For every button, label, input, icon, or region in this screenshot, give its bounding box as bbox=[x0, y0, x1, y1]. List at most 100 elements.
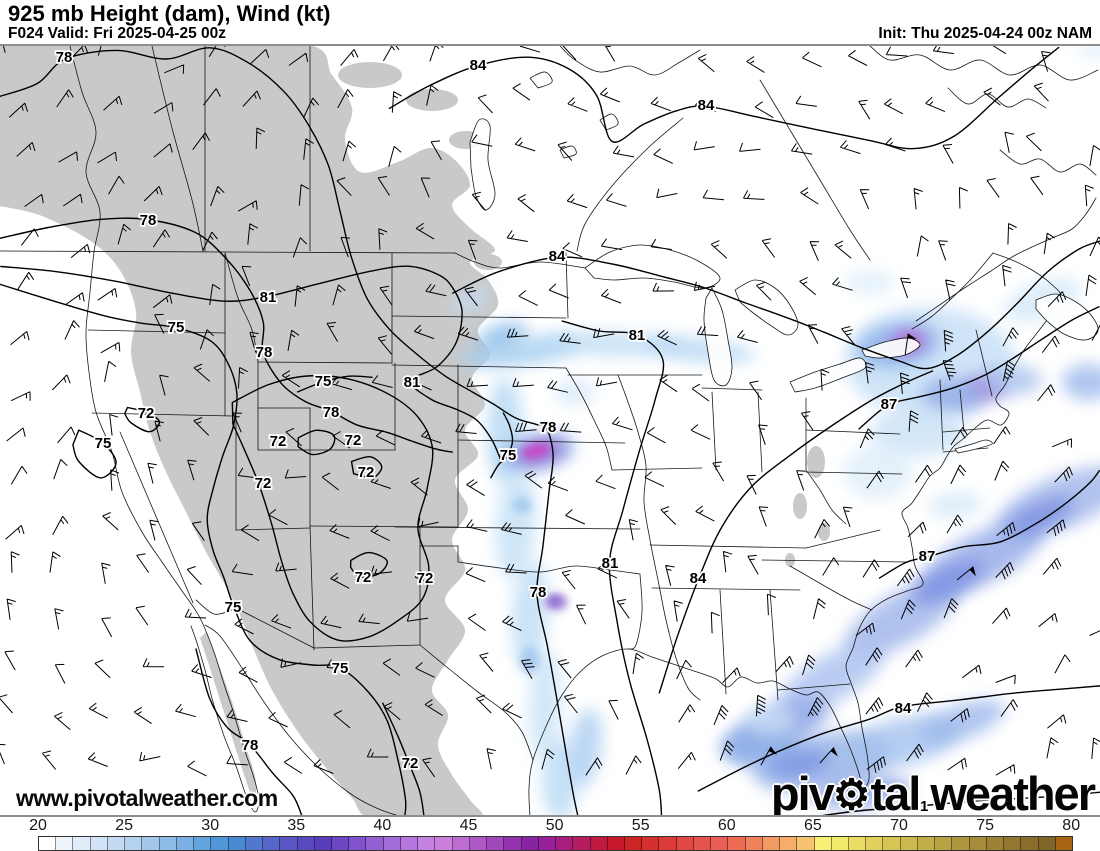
terrain-mask-layer bbox=[0, 46, 830, 815]
height-contours-layer bbox=[0, 46, 1100, 815]
colorbar-segment bbox=[849, 837, 867, 850]
colorbar-segment bbox=[762, 837, 781, 850]
colorbar-tick-30: 30 bbox=[201, 817, 220, 834]
colorbar-segment bbox=[39, 837, 57, 850]
init-time-text: Init: Thu 2025-04-24 00z NAM bbox=[878, 25, 1092, 42]
colorbar-segment bbox=[624, 837, 643, 850]
colorbar-segment bbox=[1055, 837, 1073, 850]
contour-label: 75 bbox=[95, 435, 112, 452]
page-title: 925 mb Height (dam), Wind (kt) bbox=[8, 1, 331, 26]
contour-label: 84 bbox=[895, 700, 912, 717]
colorbar-segment bbox=[900, 837, 918, 850]
colorbar-segment bbox=[159, 837, 177, 850]
contour-label: 72 bbox=[255, 475, 272, 492]
colorbar-segment bbox=[280, 837, 298, 850]
colorbar-segment bbox=[349, 837, 367, 850]
colorbar-segment bbox=[331, 837, 350, 850]
colorbar-tick-60: 60 bbox=[717, 817, 736, 834]
colorbar-segment bbox=[228, 837, 246, 850]
colorbar-tick-45: 45 bbox=[459, 817, 478, 834]
colorbar-segment bbox=[487, 837, 505, 850]
contour-label: 72 bbox=[417, 570, 434, 587]
colorbar-segment bbox=[1038, 837, 1056, 850]
colorbar-segment bbox=[745, 837, 763, 850]
colorbar-segment bbox=[952, 837, 970, 850]
colorbar-gradient bbox=[38, 836, 1073, 851]
colorbar-tick-55: 55 bbox=[631, 817, 650, 834]
contour-label: 72 bbox=[270, 433, 287, 450]
contour-label: 75 bbox=[315, 373, 332, 390]
colorbar-segment bbox=[73, 837, 91, 850]
colorbar-segment bbox=[711, 837, 729, 850]
colorbar-tick-65: 65 bbox=[803, 817, 822, 834]
colorbar-segment bbox=[556, 837, 574, 850]
colorbar-segment bbox=[521, 837, 539, 850]
colorbar-segment bbox=[418, 837, 436, 850]
colorbar-segment bbox=[435, 837, 453, 850]
contour-label: 87 bbox=[919, 548, 936, 565]
colorbar-segment bbox=[883, 837, 901, 850]
colorbar-segment bbox=[831, 837, 850, 850]
colorbar-segment bbox=[728, 837, 746, 850]
contour-label: 81 bbox=[602, 555, 619, 572]
colorbar-segment bbox=[969, 837, 987, 850]
colorbar-tick-70: 70 bbox=[890, 817, 908, 834]
colorbar-segment bbox=[194, 837, 212, 850]
colorbar-segment bbox=[780, 837, 798, 850]
contour-label: 72 bbox=[345, 432, 362, 449]
colorbar-segment bbox=[659, 837, 677, 850]
contour-label: 72 bbox=[358, 464, 375, 481]
colorbar-segment bbox=[986, 837, 1005, 850]
colorbar-tick-20: 20 bbox=[29, 817, 47, 834]
colorbar-tick-25: 25 bbox=[115, 817, 133, 834]
contour-label: 81 bbox=[629, 327, 646, 344]
colorbar-segment bbox=[1004, 837, 1022, 850]
contour-label: 72 bbox=[402, 755, 419, 772]
colorbar-segment bbox=[297, 837, 315, 850]
colorbar-tick-35: 35 bbox=[287, 817, 306, 834]
colorbar-segment bbox=[142, 837, 160, 850]
colorbar-segment bbox=[176, 837, 195, 850]
colorbar-segment bbox=[469, 837, 488, 850]
gear-icon: ⚙ bbox=[832, 771, 871, 817]
contour-label: 75 bbox=[332, 660, 349, 677]
colorbar-tick-40: 40 bbox=[373, 817, 392, 834]
contour-label: 75 bbox=[225, 599, 242, 616]
contour-label: 78 bbox=[540, 419, 557, 436]
contour-label: 78 bbox=[323, 404, 340, 421]
contour-label: 72 bbox=[355, 569, 372, 586]
logo-text-left: piv bbox=[770, 767, 835, 817]
contour-label: 84 bbox=[698, 97, 715, 114]
contour-label: 81 bbox=[404, 374, 421, 391]
colorbar-segment bbox=[693, 837, 712, 850]
forecast-valid-text: F024 Valid: Fri 2025-04-25 00z bbox=[8, 25, 226, 42]
contour-label: 84 bbox=[470, 57, 487, 74]
colorbar-segment bbox=[245, 837, 264, 850]
colorbar-segment bbox=[935, 837, 953, 850]
contour-label: 78 bbox=[56, 49, 73, 66]
contour-label: 75 bbox=[168, 319, 185, 336]
colorbar-segment bbox=[1021, 837, 1039, 850]
colorbar-segment bbox=[676, 837, 694, 850]
colorbar-segment bbox=[797, 837, 815, 850]
contour-label: 78 bbox=[140, 212, 157, 229]
weather-map: 78 84 84 78 84 81 75 81 78 75 81 87 78 72 78 72 72 75 75 72… bbox=[0, 46, 1100, 815]
colorbar-segment bbox=[866, 837, 884, 850]
watermark-url: www.pivotalweather.com bbox=[16, 785, 278, 811]
contour-label: 81 bbox=[912, 798, 929, 815]
colorbar-segment bbox=[90, 837, 108, 850]
colorbar-segment bbox=[538, 837, 557, 850]
colorbar-segment bbox=[383, 837, 401, 850]
header: 925 mb Height (dam), Wind (kt) F024 Vali… bbox=[0, 0, 1100, 44]
colorbar-tick-75: 75 bbox=[976, 817, 994, 834]
contour-label: 78 bbox=[242, 737, 259, 754]
colorbar-segment bbox=[366, 837, 384, 850]
wind-barbs-layer bbox=[0, 46, 1100, 778]
contour-label: 78 bbox=[256, 344, 273, 361]
colorbar: 20 25 30 35 40 45 50 55 60 65 70 75 80 bbox=[0, 817, 1100, 851]
contour-label: 84 bbox=[690, 570, 707, 587]
colorbar-segment bbox=[452, 837, 470, 850]
colorbar-segment bbox=[917, 837, 936, 850]
colorbar-segment bbox=[56, 837, 74, 850]
